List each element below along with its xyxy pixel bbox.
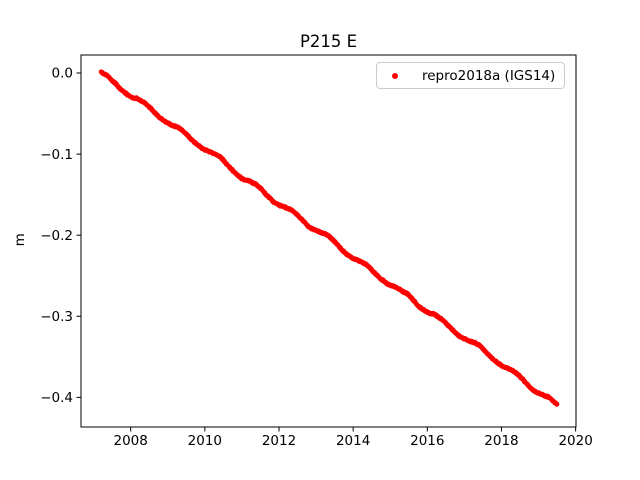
x-tick-label: 2008 bbox=[114, 433, 148, 449]
x-tick-label: 2012 bbox=[262, 433, 296, 449]
x-tick-label: 2010 bbox=[188, 433, 222, 449]
x-axis-ticks: 2008 2010 2012 2014 2016 2018 2020 bbox=[114, 427, 593, 449]
legend: repro2018a (IGS14) bbox=[376, 62, 565, 89]
data-point bbox=[554, 402, 560, 407]
y-axis-label: m bbox=[11, 233, 28, 247]
y-tick-label: −0.3 bbox=[40, 309, 73, 325]
scatter-series bbox=[98, 69, 560, 407]
x-tick-label: 2014 bbox=[336, 433, 370, 449]
x-tick-label: 2016 bbox=[410, 433, 444, 449]
legend-label: repro2018a (IGS14) bbox=[422, 67, 556, 84]
chart-title: P215 E bbox=[299, 32, 358, 51]
y-tick-label: −0.2 bbox=[40, 228, 73, 244]
x-tick-label: 2020 bbox=[558, 433, 592, 449]
y-axis-ticks: 0.0 −0.1 −0.2 −0.3 −0.4 bbox=[40, 66, 81, 406]
y-tick-label: −0.4 bbox=[40, 390, 73, 406]
y-tick-label: −0.1 bbox=[40, 147, 73, 163]
x-tick-label: 2018 bbox=[484, 433, 518, 449]
legend-marker-dot-icon bbox=[392, 72, 398, 79]
axes-frame bbox=[80, 54, 577, 428]
y-tick-label: 0.0 bbox=[52, 66, 73, 82]
